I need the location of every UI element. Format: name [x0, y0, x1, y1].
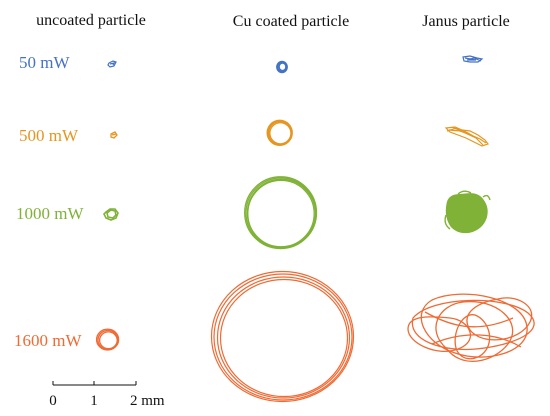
trajectory-uncoated-50mw — [107, 60, 117, 68]
trajectory-janus-1600mw — [407, 293, 535, 362]
trajectory-uncoated-500mw — [110, 131, 118, 139]
trajectory-uncoated-1600mw — [95, 328, 120, 351]
row-label-500mw: 500 mW — [19, 126, 79, 145]
scale-tick-2mm: 2 mm — [130, 393, 165, 409]
scale-bar — [52, 381, 137, 386]
row-label-1600mw: 1600 mW — [14, 331, 82, 350]
trajectory-cu-coated-1000mw — [244, 176, 318, 250]
row-label-50mw: 50 mW — [19, 53, 70, 72]
trajectory-janus-50mw — [462, 55, 484, 63]
trajectory-janus-500mw — [444, 126, 489, 147]
trajectory-cu-coated-500mw — [266, 119, 293, 147]
trajectory-cu-coated-1600mw — [210, 270, 355, 403]
trajectory-janus-1000mw — [444, 190, 491, 234]
row-label-1000mw: 1000 mW — [16, 204, 84, 223]
scale-tick-1: 1 — [90, 393, 98, 409]
trajectory-cu-coated-50mw — [276, 60, 288, 74]
column-header-uncoated: uncoated particle — [36, 12, 146, 29]
scale-tick-0: 0 — [49, 393, 57, 409]
column-header-cu-coated: Cu coated particle — [233, 13, 349, 30]
column-header-janus: Janus particle — [422, 13, 510, 30]
trajectory-uncoated-1000mw — [103, 208, 119, 221]
